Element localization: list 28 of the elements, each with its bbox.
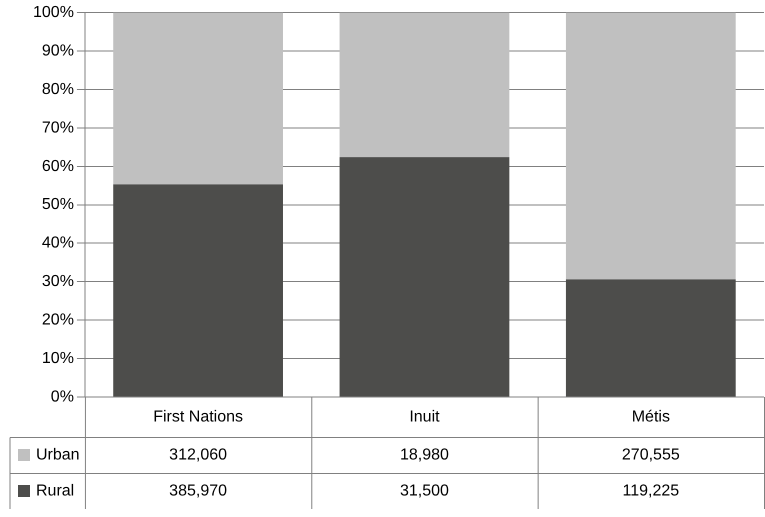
bar [566,12,736,280]
text: 385,970 [169,482,228,500]
y-tick-label: 10% [42,350,74,367]
text: 119,225 [622,482,680,500]
bar [566,279,736,396]
legend-label: Rural [36,482,74,500]
y-tick-label: 80% [42,80,74,98]
y-tick-label: 20% [42,312,74,329]
y-tick-label: 70% [42,119,74,136]
bar [340,157,510,396]
x-tick-label: Métis [632,408,670,426]
y-tick-label: 50% [42,196,74,214]
bar [113,184,283,396]
y-tick-label: 60% [42,158,74,175]
y-tick-label: 100% [33,4,74,22]
legend-label: Urban [36,446,80,464]
bar [113,12,283,184]
text: 18,980 [400,446,450,464]
bar [340,12,510,158]
y-tick-label: 40% [42,234,74,252]
x-tick-label: Inuit [409,408,440,426]
x-tick-label: First Nations [153,408,243,426]
y-tick-label: 0% [50,388,74,406]
text: 31,500 [400,482,450,500]
text: 312,060 [169,446,228,464]
text: 270,555 [622,446,680,464]
y-tick-label: 90% [42,42,74,60]
y-tick-label: 30% [42,273,74,290]
